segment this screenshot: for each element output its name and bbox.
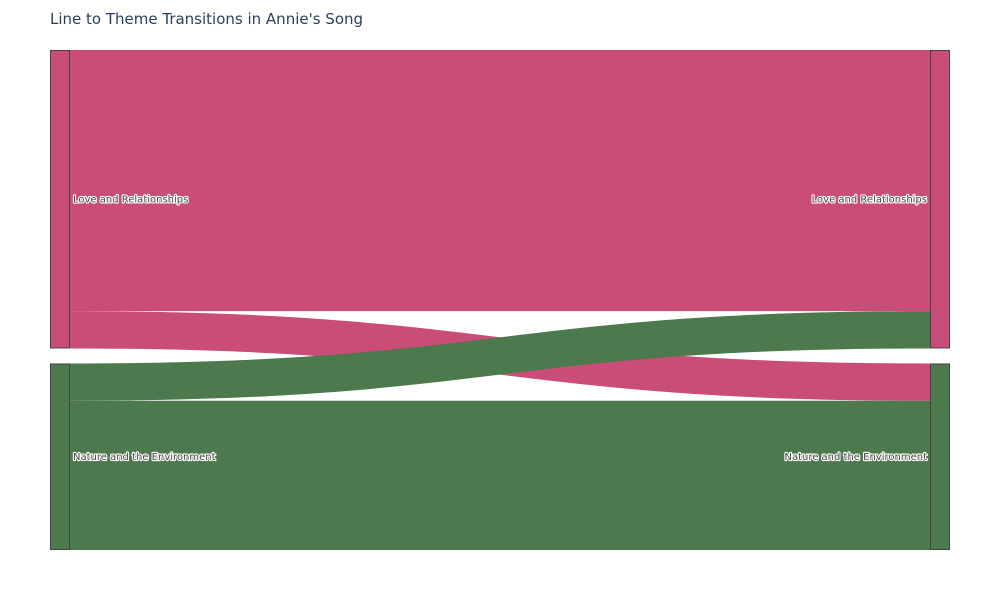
sankey-node-label: Nature and the Environment xyxy=(784,452,927,463)
sankey-node-label: Nature and the Environment xyxy=(73,452,216,463)
sankey-link[interactable] xyxy=(70,311,930,401)
labels-layer: Love and Relationships Nature and the Env… xyxy=(72,194,928,465)
sankey-node[interactable] xyxy=(930,50,950,349)
sankey-link[interactable] xyxy=(70,50,930,312)
sankey-node-label: Love and Relationships xyxy=(73,195,188,206)
links-layer xyxy=(70,50,930,550)
sankey-link[interactable] xyxy=(70,400,930,550)
chart-title: Line to Theme Transitions in Annie's Son… xyxy=(50,10,364,28)
sankey-node[interactable] xyxy=(930,363,950,551)
sankey-node[interactable] xyxy=(50,50,70,349)
sankey-node-label: Love and Relationships xyxy=(812,195,927,206)
sankey-node[interactable] xyxy=(50,363,70,551)
nodes-layer xyxy=(50,50,950,551)
